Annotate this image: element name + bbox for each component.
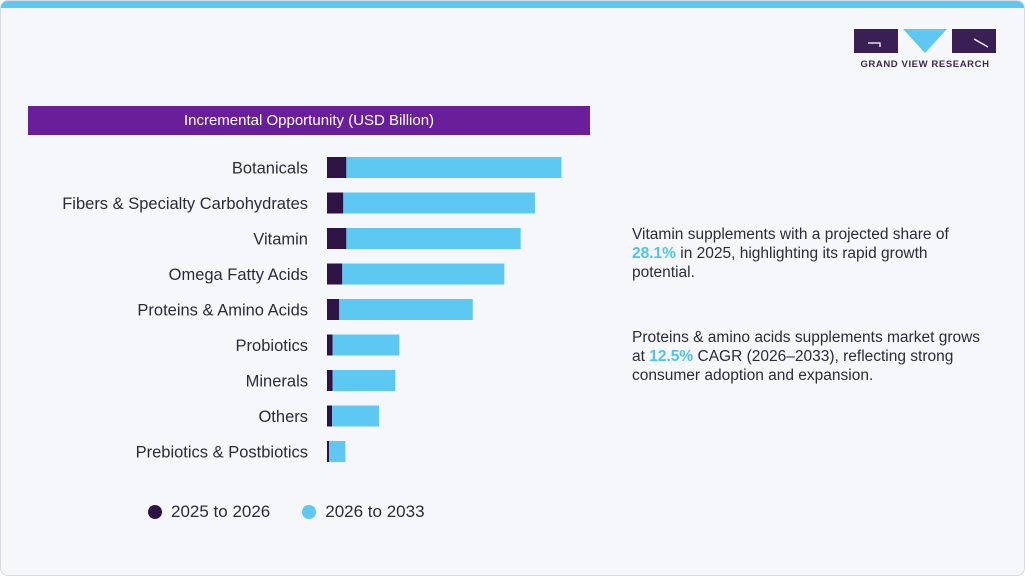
note-text: Proteins & amino acids supplements marke… (632, 329, 981, 365)
category-label: Fibers & Specialty Carbohydrates (62, 195, 308, 213)
legend-label: 2025 to 2026 (171, 502, 271, 521)
bar-segment-2025-2026 (327, 299, 340, 320)
bar-segment-2026-2033 (339, 299, 473, 320)
top-accent-strip (1, 1, 1024, 8)
bar-segment-2026-2033 (346, 228, 521, 249)
category-label: Omega Fatty Acids (169, 266, 308, 284)
chart-title: Incremental Opportunity (USD Billion) (28, 106, 590, 135)
category-label: Prebiotics & Postbiotics (136, 444, 308, 462)
bar-segment-2026-2033 (332, 370, 396, 391)
legend-item-2025-2026: 2025 to 2026 (148, 502, 270, 522)
category-label: Botanicals (232, 160, 308, 178)
note-text: Vitamin supplements with a projected sha… (632, 226, 949, 243)
insight-vitamin-share: Vitamin supplements with a projected sha… (632, 225, 982, 282)
insight-proteins-cagr: Proteins & amino acids supplements marke… (632, 328, 982, 385)
brand-logo: GRAND VIEW RESEARCH (854, 29, 996, 71)
category-label: Vitamin (253, 231, 308, 249)
chart-legend: 2025 to 2026 2026 to 2033 (148, 501, 457, 523)
bar-segment-2025-2026 (327, 405, 333, 427)
bar-segment-2026-2033 (343, 192, 535, 214)
legend-dot (148, 505, 162, 519)
bar-segment-2025-2026 (327, 263, 343, 285)
bar-segment-2025-2026 (327, 228, 347, 249)
note-text: CAGR (2026–2033), reflecting strong cons… (632, 348, 954, 384)
category-label: Minerals (246, 373, 308, 391)
note-highlight: 28.1% (632, 245, 676, 262)
bar-segment-2025-2026 (327, 334, 333, 356)
bar-segment-2026-2033 (342, 263, 505, 285)
category-label: Proteins & Amino Acids (137, 302, 308, 320)
note-text: in 2025, highlighting its rapid growth p… (632, 245, 928, 281)
bar-segment-2026-2033 (329, 441, 346, 462)
bar-segment-2025-2026 (327, 192, 344, 214)
legend-dot (302, 505, 317, 519)
stacked-bar-chart: Botanicals Fibers & Specialty Carbohydrat… (62, 157, 562, 462)
brand-name: GRAND VIEW RESEARCH (860, 59, 990, 70)
logo-icon (854, 29, 996, 53)
category-label: Others (258, 408, 308, 426)
bar-segment-2026-2033 (332, 405, 379, 427)
legend-label: 2026 to 2033 (325, 502, 425, 521)
bar-segment-2026-2033 (346, 157, 562, 178)
bar-segment-2025-2026 (327, 441, 330, 462)
legend-item-2026-2033: 2026 to 2033 (302, 502, 425, 522)
bar-segment-2025-2026 (327, 157, 347, 178)
bar-segment-2026-2033 (332, 334, 400, 356)
note-highlight: 12.5% (649, 348, 694, 365)
category-label: Probiotics (236, 337, 308, 355)
bar-segment-2025-2026 (327, 370, 333, 391)
